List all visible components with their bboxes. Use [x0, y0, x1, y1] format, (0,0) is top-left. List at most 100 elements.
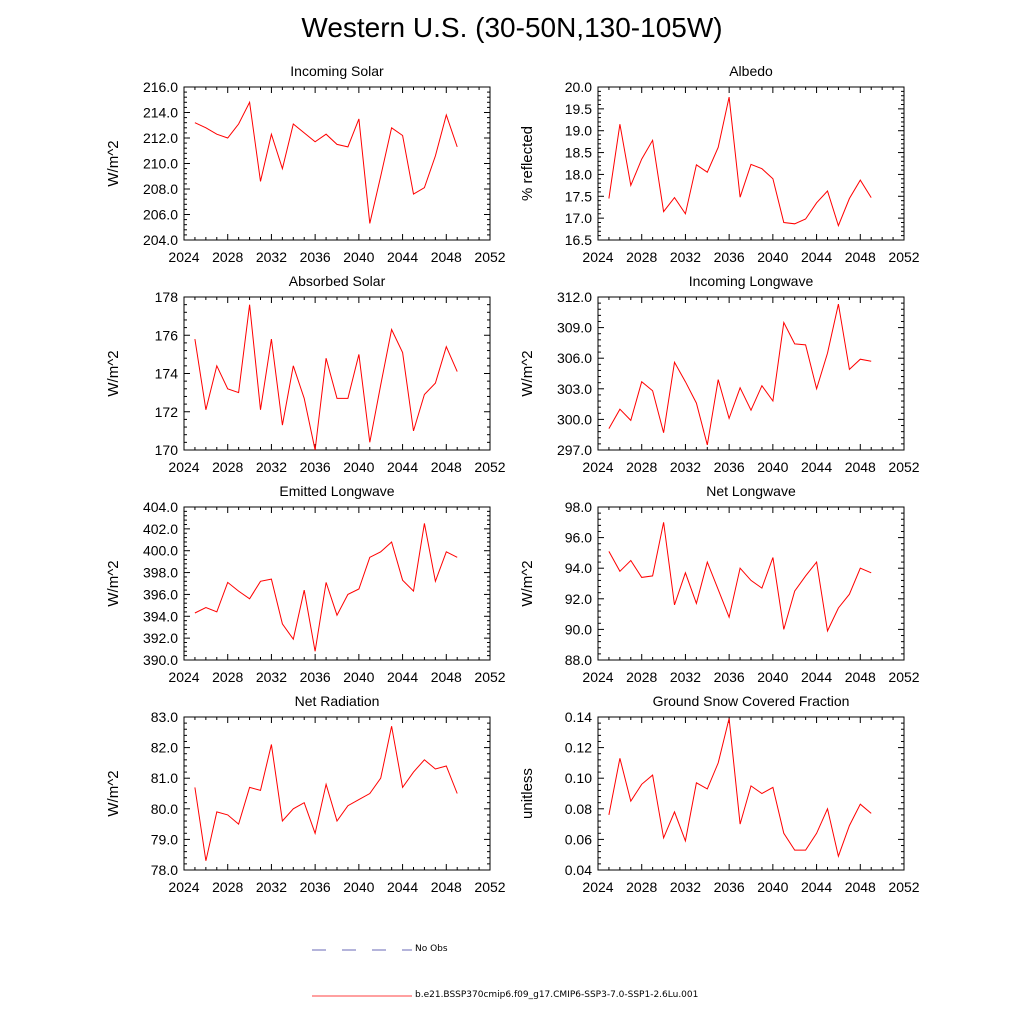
x-tick-label: 2040	[757, 249, 788, 265]
x-tick-label: 2028	[212, 459, 243, 475]
y-tick-label: 402.0	[143, 521, 178, 537]
x-tick-label: 2036	[714, 249, 745, 265]
y-tick-label: 83.0	[151, 709, 178, 725]
x-tick-label: 2024	[582, 459, 613, 475]
x-tick-label: 2048	[845, 459, 876, 475]
x-tick-label: 2032	[256, 249, 287, 265]
y-tick-label: 309.0	[557, 320, 592, 336]
x-tick-label: 2048	[845, 879, 876, 895]
x-tick-label: 2052	[474, 249, 505, 265]
x-tick-label: 2028	[212, 879, 243, 895]
y-tick-label: 80.0	[151, 801, 178, 817]
x-tick-label: 2036	[300, 459, 331, 475]
panel-title: Incoming Solar	[290, 63, 384, 79]
page-title: Western U.S. (30-50N,130-105W)	[301, 12, 723, 43]
panel-6: 2024 2028 2032 2036 2040 2044 2048 2052 78.0 79.0…	[105, 693, 506, 895]
series-line	[194, 100, 458, 224]
y-axis-label: W/m^2	[105, 140, 122, 186]
x-tick-label: 2032	[256, 879, 287, 895]
x-tick-label: 2040	[757, 669, 788, 685]
y-tick-label: 404.0	[143, 499, 178, 515]
x-tick-label: 2024	[582, 249, 613, 265]
x-tick-label: 2044	[801, 879, 832, 895]
x-tick-label: 2028	[626, 249, 657, 265]
y-tick-label: 16.5	[565, 232, 592, 248]
panel-0: 2024 2028 2032 2036 2040 2044 2048 2052 204.0 206…	[105, 63, 506, 265]
y-tick-label: 0.04	[565, 862, 592, 878]
y-axis-label: W/m^2	[105, 350, 122, 396]
panel-title: Ground Snow Covered Fraction	[653, 693, 850, 709]
panel-title: Net Longwave	[706, 483, 796, 499]
x-tick-label: 2044	[801, 459, 832, 475]
y-tick-label: 17.0	[565, 210, 592, 226]
plot-frame	[597, 716, 905, 871]
y-tick-label: 0.14	[565, 709, 592, 725]
x-tick-label: 2024	[168, 669, 199, 685]
x-tick-label: 2028	[212, 249, 243, 265]
x-tick-label: 2028	[626, 669, 657, 685]
panel-5: 2024 2028 2032 2036 2040 2044 2048 2052 88.0 90.0…	[519, 483, 920, 685]
y-axis-label: W/m^2	[519, 350, 536, 396]
x-tick-label: 2028	[626, 879, 657, 895]
y-tick-label: 400.0	[143, 543, 178, 559]
x-tick-label: 2024	[582, 669, 613, 685]
x-tick-label: 2048	[431, 669, 462, 685]
x-tick-label: 2052	[474, 669, 505, 685]
series-line	[194, 726, 458, 861]
x-tick-label: 2052	[888, 669, 919, 685]
series-line	[194, 304, 458, 451]
x-tick-label: 2040	[757, 459, 788, 475]
plot-frame	[597, 506, 905, 661]
plot-frame	[183, 506, 491, 661]
y-tick-label: 0.12	[565, 740, 592, 756]
y-tick-label: 204.0	[143, 232, 178, 248]
x-tick-label: 2052	[888, 459, 919, 475]
y-tick-label: 312.0	[557, 289, 592, 305]
series-line	[194, 523, 458, 652]
y-tick-label: 210.0	[143, 156, 178, 172]
y-axis-label: % reflected	[519, 126, 536, 201]
legend-obs-label: No Obs	[415, 944, 448, 954]
x-tick-label: 2044	[387, 249, 418, 265]
x-tick-label: 2044	[387, 459, 418, 475]
x-tick-label: 2048	[431, 249, 462, 265]
x-tick-label: 2036	[300, 669, 331, 685]
y-tick-label: 394.0	[143, 608, 178, 624]
x-tick-label: 2052	[888, 879, 919, 895]
x-tick-label: 2036	[714, 669, 745, 685]
y-tick-label: 88.0	[565, 652, 592, 668]
x-tick-label: 2036	[300, 879, 331, 895]
x-tick-label: 2044	[801, 669, 832, 685]
panel-3: 2024 2028 2032 2036 2040 2044 2048 2052 297.0 300…	[519, 273, 920, 475]
series-line	[608, 96, 872, 228]
panel-2: 2024 2028 2032 2036 2040 2044 2048 2052 170 172 17…	[105, 273, 506, 475]
y-tick-label: 17.5	[565, 188, 592, 204]
x-tick-label: 2052	[474, 459, 505, 475]
y-tick-label: 206.0	[143, 207, 178, 223]
y-tick-label: 81.0	[151, 770, 178, 786]
y-tick-label: 178	[155, 289, 179, 305]
x-tick-label: 2024	[168, 249, 199, 265]
x-tick-label: 2052	[888, 249, 919, 265]
x-tick-label: 2040	[757, 879, 788, 895]
x-tick-label: 2032	[256, 669, 287, 685]
x-tick-label: 2048	[431, 879, 462, 895]
plot-frame	[597, 86, 905, 241]
x-tick-label: 2044	[387, 879, 418, 895]
y-tick-label: 20.0	[565, 79, 592, 95]
x-tick-label: 2040	[343, 459, 374, 475]
x-tick-label: 2048	[431, 459, 462, 475]
series-line	[608, 303, 872, 446]
x-tick-label: 2024	[582, 879, 613, 895]
panel-title: Incoming Longwave	[689, 273, 814, 289]
x-tick-label: 2052	[474, 879, 505, 895]
y-tick-label: 19.0	[565, 123, 592, 139]
x-tick-label: 2040	[343, 879, 374, 895]
y-tick-label: 0.06	[565, 831, 592, 847]
panel-4: 2024 2028 2032 2036 2040 2044 2048 2052 390.0 392…	[105, 483, 506, 685]
y-tick-label: 78.0	[151, 862, 178, 878]
x-tick-label: 2024	[168, 459, 199, 475]
x-tick-label: 2032	[670, 249, 701, 265]
x-tick-label: 2036	[714, 879, 745, 895]
